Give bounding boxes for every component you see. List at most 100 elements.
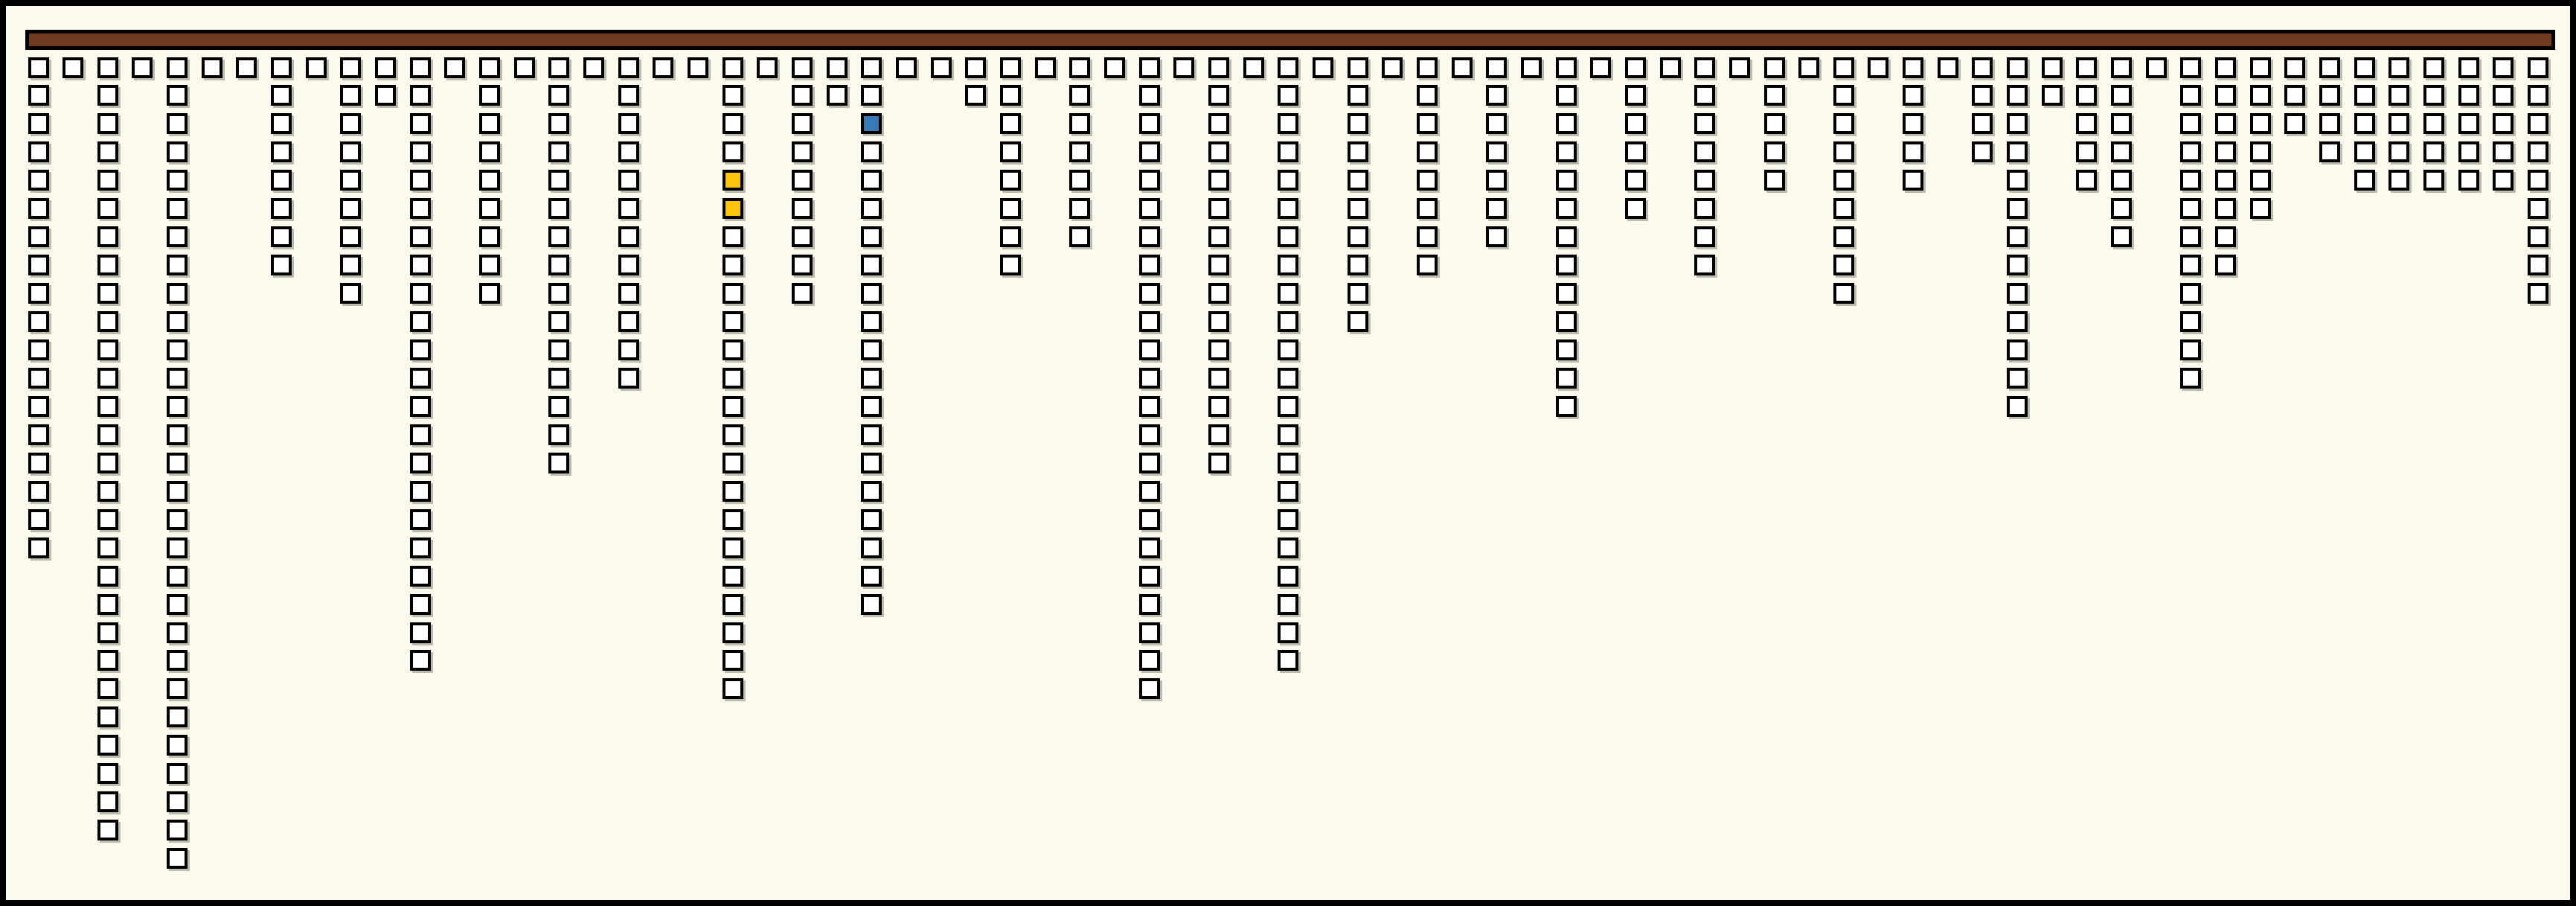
count-square: [97, 593, 118, 615]
count-square: [2493, 85, 2514, 106]
count-square: [2458, 85, 2479, 106]
count-square: [2528, 170, 2549, 191]
count-square: [1069, 226, 1091, 248]
count-square: [340, 141, 362, 163]
count-square: [2111, 141, 2133, 163]
count-square: [167, 763, 188, 785]
count-square: [97, 141, 118, 163]
count-square: [1624, 141, 1646, 163]
count-square: [1138, 170, 1160, 191]
count-square: [28, 508, 49, 530]
count-square: [1347, 311, 1368, 333]
count-square: [722, 141, 743, 163]
count-square: [618, 113, 639, 135]
count-square: [2423, 57, 2445, 78]
count-square: [1138, 283, 1160, 304]
count-square: [479, 85, 501, 106]
count-square: [340, 198, 362, 220]
count-square: [1138, 395, 1160, 417]
count-square: [167, 706, 188, 728]
count-square: [97, 311, 118, 333]
count-square: [2528, 57, 2549, 78]
count-square: [97, 113, 118, 135]
count-square: [97, 678, 118, 700]
count-square: [1347, 255, 1368, 276]
count-square: [167, 820, 188, 841]
count-square: [2007, 85, 2028, 106]
count-square: [861, 170, 882, 191]
count-square: [2076, 170, 2098, 191]
count-square: [167, 593, 188, 615]
count-square: [2458, 113, 2479, 135]
count-square: [1278, 113, 1299, 135]
count-square: [722, 255, 743, 276]
count-square: [201, 57, 222, 78]
count-square: [167, 565, 188, 587]
count-square: [2007, 367, 2028, 389]
count-square: [861, 395, 882, 417]
count-square: [97, 424, 118, 445]
count-square: [826, 85, 848, 106]
count-square: [97, 791, 118, 813]
count-square: [1278, 395, 1299, 417]
count-square: [999, 57, 1021, 78]
count-square: [97, 480, 118, 502]
count-square: [167, 198, 188, 220]
count-square: [1416, 255, 1438, 276]
count-square: [2493, 141, 2514, 163]
count-square: [167, 226, 188, 248]
count-square: [722, 113, 743, 135]
count-square: [479, 57, 501, 78]
count-square: [1903, 113, 1924, 135]
count-square: [409, 170, 431, 191]
count-square: [2111, 85, 2133, 106]
count-square: [548, 198, 570, 220]
count-square: [2041, 57, 2063, 78]
count-square: [792, 283, 813, 304]
count-square: [1416, 141, 1438, 163]
count-square: [722, 565, 743, 587]
count-square: [1903, 57, 1924, 78]
count-square: [167, 650, 188, 671]
count-square: [861, 141, 882, 163]
count-square: [1069, 198, 1091, 220]
count-square: [271, 141, 292, 163]
count-square: [1624, 170, 1646, 191]
count-square: [2215, 226, 2237, 248]
count-square: [1347, 113, 1368, 135]
count-square: [618, 198, 639, 220]
count-square: [583, 57, 605, 78]
count-square: [97, 508, 118, 530]
count-square: [618, 57, 639, 78]
count-square: [1208, 226, 1229, 248]
count-square: [28, 57, 49, 78]
count-square: [618, 283, 639, 304]
count-square: [792, 198, 813, 220]
count-square: [409, 395, 431, 417]
count-square: [2528, 113, 2549, 135]
count-square: [2423, 113, 2445, 135]
count-square: [861, 311, 882, 333]
count-square: [722, 339, 743, 360]
count-square: [1278, 424, 1299, 445]
count-square: [2249, 57, 2271, 78]
count-square: [2215, 113, 2237, 135]
count-square: [861, 283, 882, 304]
count-square: [167, 311, 188, 333]
count-square: [167, 85, 188, 106]
count-square: [1972, 141, 1993, 163]
count-square: [722, 395, 743, 417]
count-square: [513, 57, 535, 78]
count-square: [861, 424, 882, 445]
count-square: [97, 452, 118, 473]
count-square: [28, 141, 49, 163]
count-square: [1833, 57, 1854, 78]
count-square: [2284, 113, 2306, 135]
count-square: [28, 170, 49, 191]
count-square: [409, 141, 431, 163]
count-square: [1833, 226, 1854, 248]
count-square: [236, 57, 257, 78]
count-square: [2319, 113, 2341, 135]
count-square: [1138, 565, 1160, 587]
count-square: [409, 537, 431, 558]
